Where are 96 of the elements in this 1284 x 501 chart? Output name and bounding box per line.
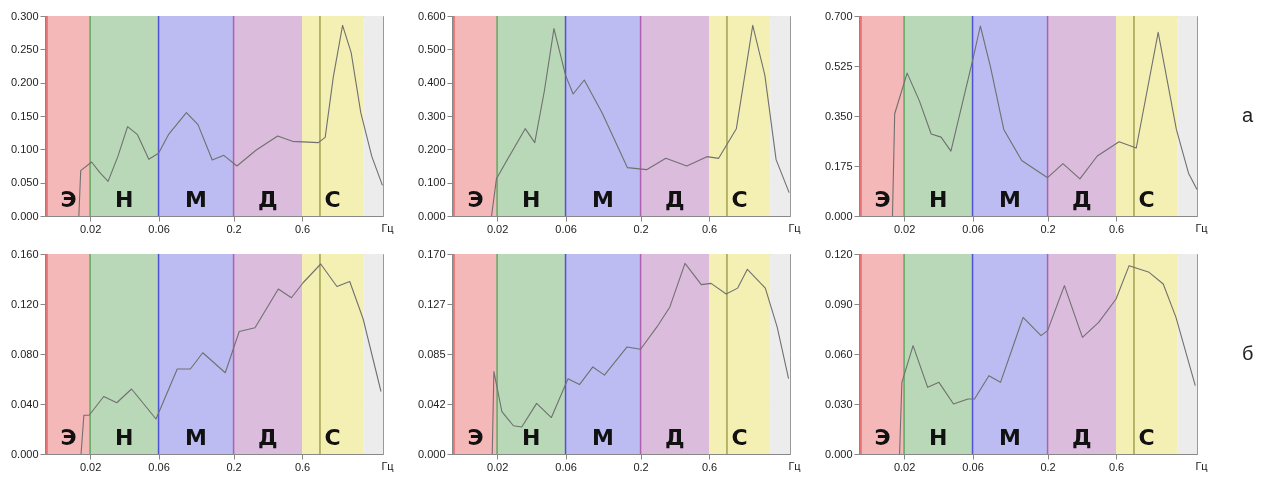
y-tick-label: 0.050 xyxy=(10,176,39,189)
band-label: Э xyxy=(60,187,77,212)
x-tick-label: 0.2 xyxy=(226,222,242,235)
x-tick-label: 0.2 xyxy=(226,460,242,473)
x-tick-label: 0.6 xyxy=(294,460,311,473)
band-label: Н xyxy=(929,187,948,212)
y-tick-label: 0.060 xyxy=(824,347,853,360)
x-axis-title: Гц xyxy=(788,459,802,472)
y-tick-label: 0.200 xyxy=(417,142,446,155)
band-label: Н xyxy=(115,425,134,450)
x-axis-title: Гц xyxy=(381,221,395,234)
text: б xyxy=(1242,342,1254,364)
band-label: С xyxy=(1138,425,1155,450)
band-label: Э xyxy=(874,425,891,450)
x-tick-label: 0.6 xyxy=(701,222,718,235)
band-label: Н xyxy=(522,187,541,212)
y-tick-label: 0.000 xyxy=(824,447,853,460)
band-label: Д xyxy=(1072,187,1092,212)
y-tick-label: 0.000 xyxy=(824,209,853,222)
y-tick-label: 0.000 xyxy=(10,209,39,222)
band-label: М xyxy=(999,425,1022,450)
band-label: Э xyxy=(60,425,77,450)
band-label: Д xyxy=(258,425,278,450)
band-label: М xyxy=(999,187,1022,212)
y-tick-label: 0.160 xyxy=(10,247,39,260)
y-tick-label: 0.100 xyxy=(10,142,39,155)
x-tick-label: 0.6 xyxy=(701,460,718,473)
x-axis-title: Гц xyxy=(381,459,395,472)
y-tick-label: 0.030 xyxy=(824,397,853,410)
x-tick-label: 0.2 xyxy=(1040,460,1056,473)
x-axis-title: Гц xyxy=(788,221,802,234)
y-tick-label: 0.400 xyxy=(417,76,446,89)
y-tick-label: 0.000 xyxy=(10,447,39,460)
x-axis-title: Гц xyxy=(1195,221,1209,234)
y-tick-label: 0.175 xyxy=(824,159,853,172)
y-tick-label: 0.000 xyxy=(417,447,446,460)
y-tick-label: 0.100 xyxy=(417,176,446,189)
y-tick-label: 0.250 xyxy=(10,42,39,55)
x-tick-label: 0.06 xyxy=(962,460,984,473)
x-tick-label: 0.02 xyxy=(79,222,102,235)
y-tick-label: 0.120 xyxy=(10,297,39,310)
x-axis-title: Гц xyxy=(1195,459,1209,472)
band-label: Д xyxy=(665,187,685,212)
y-tick-label: 0.150 xyxy=(10,109,39,122)
y-tick-label: 0.090 xyxy=(824,297,853,310)
x-tick-label: 0.02 xyxy=(486,222,509,235)
y-tick-label: 0.600 xyxy=(417,9,446,22)
band-label: Э xyxy=(467,425,484,450)
y-tick-label: 0.700 xyxy=(824,9,853,22)
band-label: С xyxy=(324,187,341,212)
y-tick-label: 0.300 xyxy=(10,9,39,22)
y-tick-label: 0.120 xyxy=(824,247,853,260)
y-tick-label: 0.085 xyxy=(417,347,446,360)
y-tick-label: 0.170 xyxy=(417,247,446,260)
band-label: Н xyxy=(115,187,134,212)
band-label: С xyxy=(731,187,748,212)
y-tick-label: 0.042 xyxy=(417,397,446,410)
x-tick-label: 0.02 xyxy=(486,460,509,473)
band-label: Д xyxy=(665,425,685,450)
x-tick-label: 0.2 xyxy=(633,222,649,235)
y-tick-label: 0.525 xyxy=(824,59,853,72)
band-label: М xyxy=(592,187,615,212)
y-tick-label: 0.000 xyxy=(417,209,446,222)
x-tick-label: 0.6 xyxy=(1108,460,1125,473)
y-tick-label: 0.200 xyxy=(10,76,39,89)
y-tick-label: 0.080 xyxy=(10,347,39,360)
band-label: Э xyxy=(874,187,891,212)
x-tick-label: 0.02 xyxy=(893,460,916,473)
band-label: М xyxy=(185,187,208,212)
y-tick-label: 0.300 xyxy=(417,109,446,122)
text: а xyxy=(1242,104,1254,126)
band-label: С xyxy=(1138,187,1155,212)
x-tick-label: 0.06 xyxy=(148,222,170,235)
x-tick-label: 0.2 xyxy=(1040,222,1056,235)
band-label: С xyxy=(324,425,341,450)
x-tick-label: 0.6 xyxy=(1108,222,1125,235)
x-tick-label: 0.06 xyxy=(962,222,984,235)
band-label: Н xyxy=(522,425,541,450)
band-label: Д xyxy=(258,187,278,212)
band-label: Н xyxy=(929,425,948,450)
band-label: М xyxy=(592,425,615,450)
x-tick-label: 0.06 xyxy=(555,460,577,473)
band-label: Д xyxy=(1072,425,1092,450)
y-tick-label: 0.500 xyxy=(417,42,446,55)
y-tick-label: 0.127 xyxy=(417,297,446,310)
band-label: Э xyxy=(467,187,484,212)
x-tick-label: 0.02 xyxy=(893,222,916,235)
x-tick-label: 0.2 xyxy=(633,460,649,473)
x-tick-label: 0.6 xyxy=(294,222,311,235)
band-label: М xyxy=(185,425,208,450)
x-tick-label: 0.06 xyxy=(148,460,170,473)
x-tick-label: 0.06 xyxy=(555,222,577,235)
y-tick-label: 0.350 xyxy=(824,109,853,122)
y-tick-label: 0.040 xyxy=(10,397,39,410)
band-label: С xyxy=(731,425,748,450)
x-tick-label: 0.02 xyxy=(79,460,102,473)
